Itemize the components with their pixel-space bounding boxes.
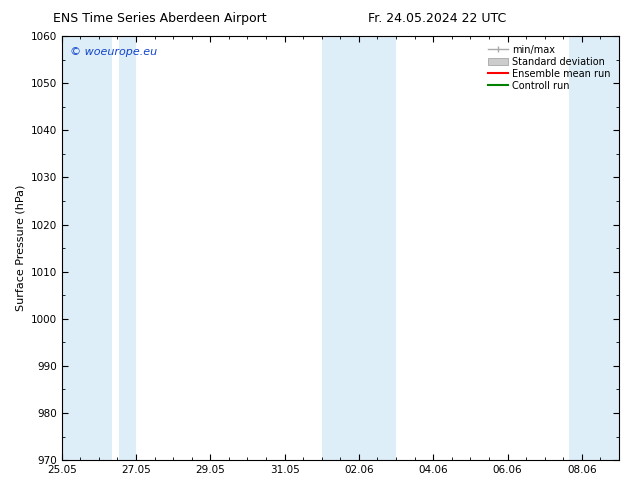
Text: © woeurope.eu: © woeurope.eu — [70, 47, 157, 57]
Bar — [119, 36, 136, 460]
Legend: min/max, Standard deviation, Ensemble mean run, Controll run: min/max, Standard deviation, Ensemble me… — [484, 41, 614, 95]
Y-axis label: Surface Pressure (hPa): Surface Pressure (hPa) — [15, 185, 25, 311]
Text: Fr. 24.05.2024 22 UTC: Fr. 24.05.2024 22 UTC — [368, 12, 506, 25]
Bar — [61, 36, 112, 460]
Bar — [569, 36, 619, 460]
Bar — [322, 36, 396, 460]
Text: ENS Time Series Aberdeen Airport: ENS Time Series Aberdeen Airport — [53, 12, 266, 25]
